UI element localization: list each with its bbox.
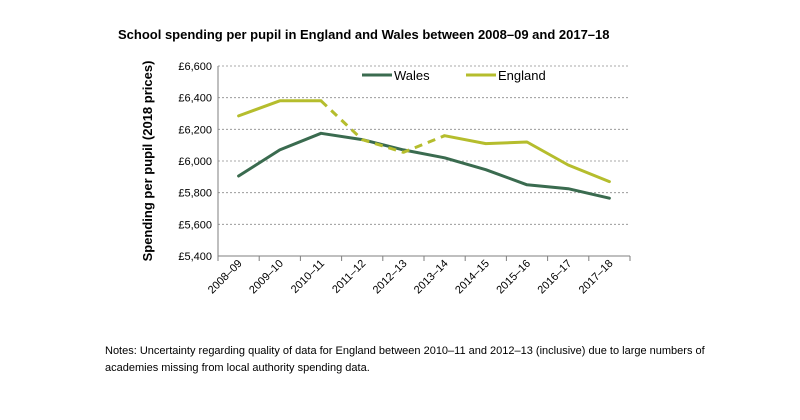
y-tick-label: £5,400 [178, 251, 212, 263]
england-line-solid-start [237, 99, 323, 118]
x-tick-label: 2010–11 [289, 258, 327, 296]
wales-line [237, 131, 611, 200]
y-tick-label: £6,400 [178, 93, 212, 105]
x-tick-label: 2014–15 [453, 258, 492, 297]
x-tick-labels: 2008–09 2009–10 2010–11 2011–12 2012–13 2013–… [206, 258, 616, 297]
y-tick-label: £5,800 [178, 188, 212, 200]
x-tick-label: 2013–14 [412, 258, 451, 297]
axes [217, 66, 631, 261]
series-lines [237, 99, 611, 200]
y-tick-label: £6,200 [178, 124, 212, 136]
y-tick-label: £6,000 [178, 156, 212, 168]
england-line-solid-end [443, 134, 611, 184]
x-tick-label: 2009–10 [247, 258, 286, 297]
x-tick-label: 2015–16 [494, 258, 533, 297]
legend: Wales England [362, 68, 546, 83]
x-tick-label: 2008–09 [206, 258, 245, 297]
chart-notes: Notes: Uncertainty regarding quality of … [105, 345, 705, 374]
england-line-dashed [319, 99, 446, 154]
wales-legend-label: Wales [394, 68, 430, 83]
gridlines [218, 65, 630, 225]
x-tick-label: 2011–12 [330, 258, 368, 296]
y-tick-label: £5,600 [178, 219, 212, 231]
chart-title: School spending per pupil in England and… [118, 27, 610, 42]
x-tick-label: 2016–17 [536, 258, 575, 297]
england-legend-label: England [498, 68, 546, 83]
y-axis-title: Spending per pupil (2018 prices) [140, 61, 155, 262]
x-tick-label: 2012–13 [371, 258, 410, 297]
y-tick-label: £6,600 [178, 61, 212, 73]
y-tick-labels: £5,400 £5,600 £5,800 £6,000 £6,200 £6,400 £6,6… [178, 61, 212, 263]
x-tick-label: 2017–18 [577, 258, 616, 297]
